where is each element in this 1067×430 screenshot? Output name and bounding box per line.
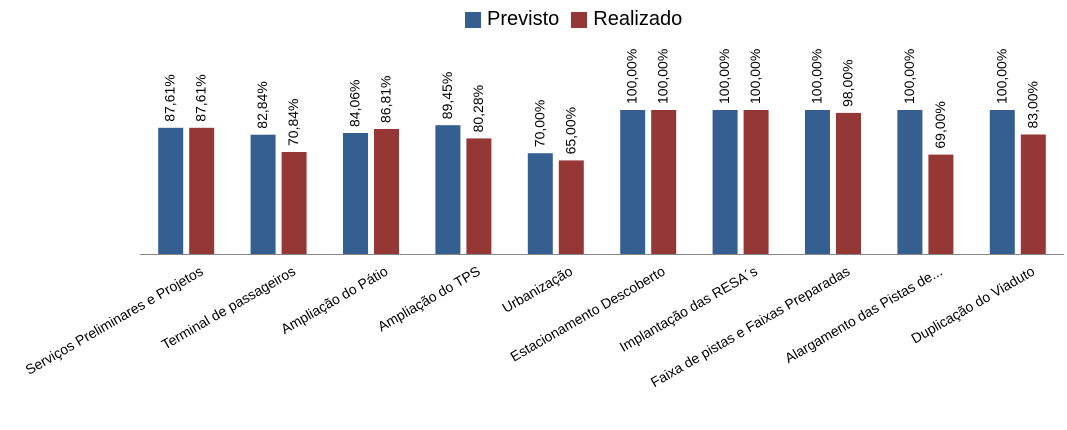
data-label-realizado-1: 87,61% (193, 74, 209, 121)
data-label-realizado-2: 70,84% (285, 99, 301, 146)
data-label-realizado-4: 80,28% (470, 85, 486, 132)
bar-previsto-2 (250, 134, 276, 254)
bar-realizado-6 (651, 110, 677, 254)
legend: Previsto Realizado (465, 8, 694, 31)
legend-swatch-previsto (465, 11, 481, 28)
data-label-previsto-6: 100,00% (624, 49, 640, 104)
legend-item-realizado: Realizado (571, 8, 682, 31)
bar-realizado-2 (281, 152, 307, 254)
bars-group (158, 110, 1046, 255)
bar-realizado-1 (189, 127, 215, 254)
bar-previsto-6 (620, 110, 646, 254)
data-label-realizado-3: 86,81% (378, 76, 394, 123)
data-label-previsto-10: 100,00% (993, 49, 1009, 104)
data-label-realizado-8: 98,00% (840, 59, 856, 106)
x-tick-label-6: Estacionamento Descoberto (507, 263, 667, 365)
data-label-previsto-1: 87,61% (162, 74, 178, 121)
bar-previsto-7 (712, 110, 738, 254)
bar-realizado-8 (836, 112, 861, 255)
legend-item-previsto: Previsto (465, 8, 559, 31)
data-label-realizado-5: 65,00% (562, 107, 578, 154)
data-label-previsto-2: 82,84% (254, 81, 270, 128)
x-tick-label-5: Urbanização (499, 263, 575, 316)
data-label-previsto-8: 100,00% (809, 49, 825, 104)
bar-previsto-1 (158, 127, 184, 254)
bar-previsto-10 (989, 110, 1015, 254)
data-label-realizado-7: 100,00% (747, 49, 763, 104)
data-label-previsto-4: 89,45% (439, 72, 455, 119)
legend-swatch-realizado (571, 11, 588, 28)
data-label-realizado-9: 69,00% (932, 101, 948, 148)
bar-previsto-3 (343, 133, 368, 254)
data-labels-group: 87,61% 87,61% 82,84% 70,84% 84,06% 86,81% 89,4… (162, 49, 1041, 155)
x-tick-label-4: Ampliação do TPS (375, 263, 483, 335)
x-tick-label-1: Serviços Preliminares e Projetos (23, 263, 206, 378)
bar-realizado-10 (1020, 134, 1046, 254)
bar-previsto-4 (435, 125, 461, 254)
legend-label-previsto: Previsto (487, 8, 560, 30)
legend-label-realizado: Realizado (593, 8, 683, 30)
bar-realizado-5 (558, 160, 584, 254)
x-tick-labels-group: Serviços Preliminares e ProjetosTerminal… (23, 263, 1038, 391)
x-tick-label-9: Alargamento das Pistas de... (782, 263, 945, 366)
data-label-realizado-6: 100,00% (655, 49, 671, 104)
data-label-realizado-10: 83,00% (1024, 81, 1040, 128)
bar-previsto-8 (805, 110, 830, 254)
data-label-previsto-3: 84,06% (347, 80, 363, 127)
bar-previsto-5 (527, 153, 553, 254)
data-label-previsto-9: 100,00% (901, 49, 917, 104)
bar-realizado-3 (374, 129, 399, 254)
data-label-previsto-5: 70,00% (531, 100, 547, 147)
bar-realizado-7 (743, 110, 769, 254)
data-label-previsto-7: 100,00% (716, 49, 732, 104)
bar-realizado-4 (466, 138, 492, 254)
bar-previsto-9 (897, 110, 923, 254)
bar-realizado-9 (928, 154, 954, 254)
